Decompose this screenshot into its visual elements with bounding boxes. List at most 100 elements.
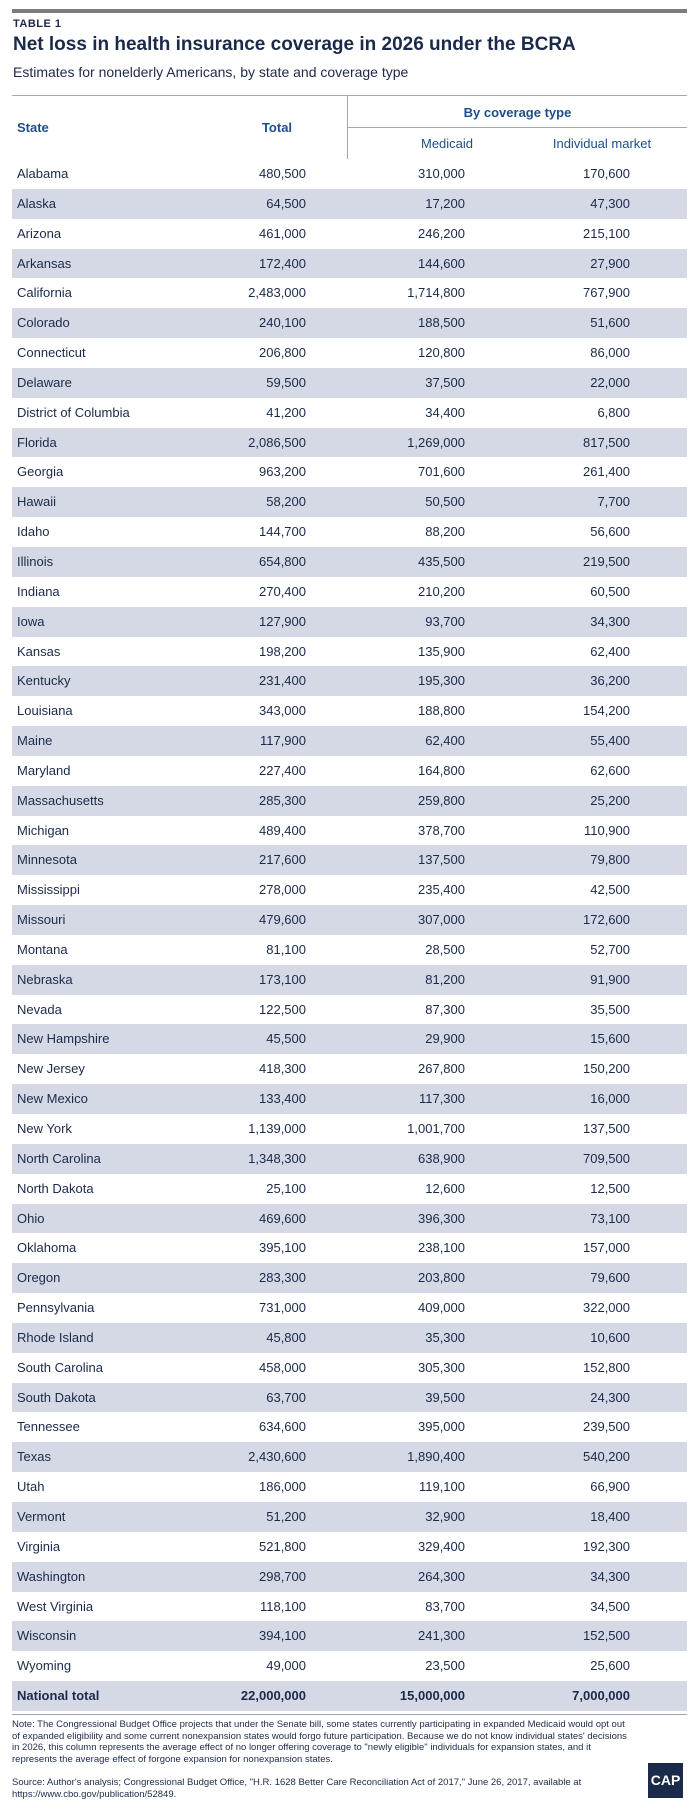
table-row: Louisiana 343,000 188,800 154,200	[12, 696, 687, 726]
cell-total: 418,300	[259, 1061, 306, 1077]
cell-individual-market: 18,400	[590, 1508, 630, 1524]
cell-state: Oklahoma	[17, 1240, 77, 1256]
table-row: Georgia 963,200 701,600 261,400	[12, 457, 687, 487]
table-row: Michigan 489,400 378,700 110,900	[12, 816, 687, 846]
table-row: Florida 2,086,500 1,269,000 817,500	[12, 427, 687, 458]
cell-individual-market: 34,500	[590, 1598, 630, 1614]
cell-total: 2,483,000	[248, 285, 306, 301]
cell-total: 469,600	[259, 1210, 306, 1226]
cell-individual-market: 86,000	[590, 345, 630, 361]
cell-medicaid: 62,400	[425, 733, 465, 749]
table-row: Rhode Island 45,800 35,300 10,600	[12, 1322, 687, 1353]
cell-state: Minnesota	[17, 852, 77, 868]
cell-total: 654,800	[259, 553, 306, 569]
cell-state: Wyoming	[17, 1658, 72, 1674]
table-row: Alaska 64,500 17,200 47,300	[12, 188, 687, 219]
cell-individual-market: 15,600	[590, 1031, 630, 1047]
header-column-divider	[347, 95, 348, 159]
table-row: Kansas 198,200 135,900 62,400	[12, 637, 687, 667]
cell-state: Iowa	[17, 613, 45, 629]
table-row: Mississippi 278,000 235,400 42,500	[12, 875, 687, 905]
cell-individual-market: 12,500	[590, 1180, 630, 1196]
cell-state: Utah	[17, 1479, 45, 1495]
cell-total: 240,100	[259, 315, 306, 331]
cell-state: Florida	[17, 434, 57, 450]
top-rule	[12, 9, 687, 13]
table-row: Ohio 469,600 396,300 73,100	[12, 1203, 687, 1234]
cell-total: 198,200	[259, 643, 306, 659]
cell-state: Vermont	[17, 1508, 66, 1524]
cell-medicaid: 23,500	[425, 1658, 465, 1674]
cell-individual-market: 73,100	[590, 1210, 630, 1226]
cell-state: Georgia	[17, 464, 64, 480]
cell-individual-market: 56,600	[590, 524, 630, 540]
cell-state: New York	[17, 1121, 72, 1136]
table-row: District of Columbia 41,200 34,400 6,800	[12, 398, 687, 428]
cell-total: 133,400	[259, 1091, 306, 1107]
cell-state: West Virginia	[17, 1598, 94, 1614]
table-note: Note: The Congressional Budget Office pr…	[12, 1719, 627, 1765]
cell-state: Wisconsin	[17, 1628, 77, 1644]
cell-individual-market: 25,600	[590, 1658, 630, 1674]
cell-medicaid: 203,800	[418, 1270, 465, 1286]
header-top-rule	[12, 95, 687, 96]
cell-individual-market: 817,500	[583, 434, 630, 450]
cell-individual-market: 16,000	[590, 1091, 630, 1107]
cell-individual-market: 60,500	[590, 583, 630, 599]
cell-medicaid: 28,500	[425, 941, 465, 957]
cell-medicaid: 638,900	[418, 1150, 465, 1166]
cell-individual-market: 7,700	[597, 494, 630, 510]
table-row: Maine 117,900 62,400 55,400	[12, 726, 687, 756]
table-bottom-rule	[12, 1714, 687, 1715]
cell-total: 479,600	[259, 912, 306, 928]
cell-total: 2,430,600	[248, 1449, 306, 1465]
cell-total: 227,400	[259, 762, 306, 778]
cell-medicaid: 378,700	[418, 822, 465, 838]
cell-medicaid: 29,900	[425, 1031, 465, 1047]
cell-individual-market: 25,200	[590, 792, 630, 808]
cell-individual-market: 219,500	[583, 553, 630, 569]
table-row: Minnesota 217,600 137,500 79,800	[12, 845, 687, 876]
cell-state: Mississippi	[17, 882, 80, 898]
cell-medicaid: 188,800	[418, 703, 465, 719]
table-label: TABLE 1	[13, 18, 62, 30]
cell-medicaid: 137,500	[418, 852, 465, 868]
table-row: West Virginia 118,100 83,700 34,500	[12, 1592, 687, 1622]
cell-medicaid: 1,714,800	[407, 285, 465, 301]
cell-individual-market: 767,900	[583, 285, 630, 301]
cell-total: 51,200	[266, 1508, 306, 1524]
table-row: Nebraska 173,100 81,200 91,900	[12, 964, 687, 995]
table-row: Utah 186,000 119,100 66,900	[12, 1472, 687, 1502]
cell-state: Illinois	[17, 553, 54, 569]
table-row: Indiana 270,400 210,200 60,500	[12, 577, 687, 607]
table-row: North Dakota 25,100 12,600 12,500	[12, 1174, 687, 1204]
cell-medicaid: 310,000	[418, 166, 465, 181]
cell-state: Connecticut	[17, 345, 86, 361]
cell-medicaid: 396,300	[418, 1210, 465, 1226]
cell-medicaid: 210,200	[418, 583, 465, 599]
cell-state: New Hampshire	[17, 1031, 110, 1047]
cell-individual-market: 35,500	[590, 1001, 630, 1017]
cell-individual-market: 172,600	[583, 912, 630, 928]
cell-total: 731,000	[259, 1300, 306, 1316]
cell-individual-market: 27,900	[590, 255, 630, 271]
column-header-medicaid: Medicaid	[420, 136, 474, 151]
table-row: New Jersey 418,300 267,800 150,200	[12, 1054, 687, 1084]
cell-medicaid: 15,000,000	[399, 1688, 465, 1704]
table-row: New Hampshire 45,500 29,900 15,600	[12, 1024, 687, 1055]
cell-state: Delaware	[17, 374, 72, 390]
table-title: Net loss in health insurance coverage in…	[13, 34, 576, 55]
cell-medicaid: 307,000	[418, 912, 465, 928]
cell-state: Nevada	[17, 1001, 62, 1017]
cell-medicaid: 188,500	[418, 315, 465, 331]
cell-state: Colorado	[17, 315, 70, 331]
table-row: South Dakota 63,700 39,500 24,300	[12, 1382, 687, 1413]
table-row: Vermont 51,200 32,900 18,400	[12, 1501, 687, 1532]
cell-total: 172,400	[259, 255, 306, 271]
table-row: Iowa 127,900 93,700 34,300	[12, 606, 687, 637]
table-row: Maryland 227,400 164,800 62,600	[12, 756, 687, 786]
cell-total: 58,200	[266, 494, 306, 510]
table-row: Tennessee 634,600 395,000 239,500	[12, 1412, 687, 1442]
table-row: Arizona 461,000 246,200 215,100	[12, 219, 687, 249]
table-row: New York 1,139,000 1,001,700 137,500	[12, 1114, 687, 1144]
